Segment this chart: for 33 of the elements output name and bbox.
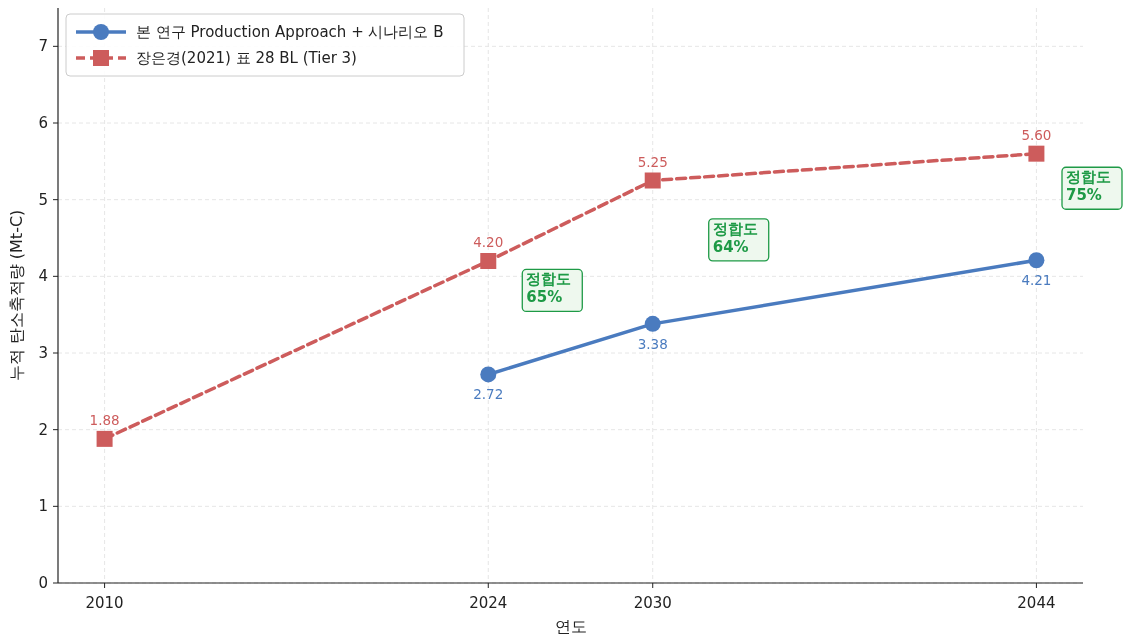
data-label: 3.38 [637,335,668,352]
point [480,253,497,269]
y-tick-label: 7 [38,37,48,56]
data-label: 4.20 [473,234,504,250]
x-axis-title: 연도 [554,617,587,636]
legend-label: 장은경(2021) 표 28 BL (Tier 3) [136,49,357,67]
y-tick-label: 2 [38,420,48,439]
y-tick-label: 6 [38,114,48,132]
data-label: 4.21 [1021,272,1052,289]
y-axis-title: 누적 탄소축적량 (Mt-C) [7,209,26,382]
point [644,315,661,332]
point [480,366,497,383]
annotation: 정합도 75% [1066,168,1111,205]
y-tick-label: 3 [38,344,48,362]
data-label: 5.60 [1021,126,1052,143]
x-tick-label: 2044 [1017,594,1056,612]
x-tick-label: 2010 [85,594,124,612]
point [1028,145,1045,162]
data-label: 2.72 [473,386,504,403]
legend-label: 본 연구 Production Approach + 시나리오 B [136,23,444,41]
x-tick-label: 2024 [469,594,508,612]
x-tick-label: 2030 [633,594,672,612]
point [1028,252,1045,269]
point [644,172,661,189]
annotation: 정합도 64% [712,219,758,256]
data-label: 1.88 [89,411,120,428]
data-label: 5.25 [637,153,668,170]
y-tick-label: 5 [38,190,48,209]
annotation: 정합도 65% [526,270,572,307]
y-tick-label: 1 [38,497,48,516]
y-tick-label: 0 [38,574,48,592]
y-tick-label: 4 [38,267,48,286]
point [96,430,113,447]
